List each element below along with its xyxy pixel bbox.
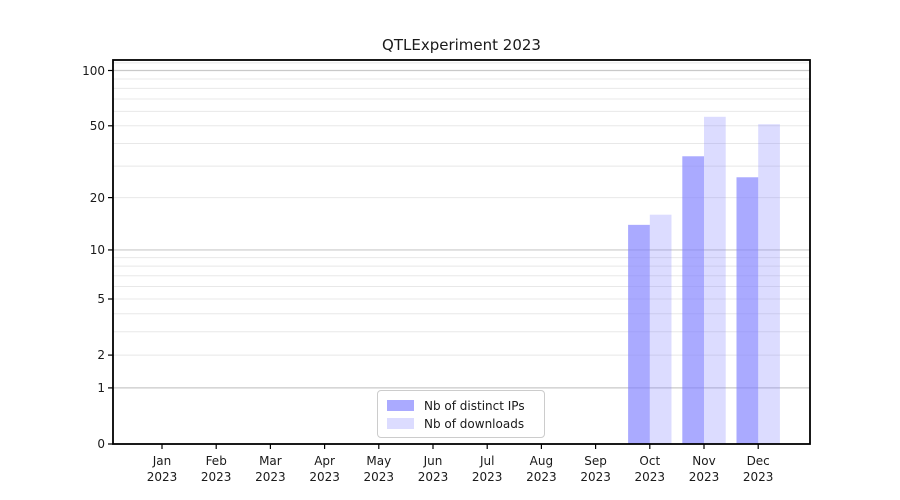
bar-downloads-oct [649, 214, 672, 444]
legend-item-distinct-ips: Nb of distinct IPs [387, 398, 535, 413]
legend: Nb of distinct IPs Nb of downloads [377, 390, 545, 438]
bar-distinct-ips-nov [682, 156, 704, 445]
x-tick-label-dec: Dec 2023 [742, 454, 774, 484]
x-tick-label-oct: Oct 2023 [634, 454, 666, 484]
x-tick-label-aug: Aug 2023 [526, 454, 557, 484]
legend-swatch-downloads-icon [387, 418, 414, 429]
x-tick-label-jan: Jan 2023 [146, 454, 178, 484]
x-tick-label-may: May 2023 [363, 454, 395, 484]
y-tick-label: 50 [89, 118, 105, 133]
x-tick-label-jun: Jun 2023 [417, 454, 449, 484]
bar-downloads-nov [704, 116, 726, 445]
y-tick-label: 2 [97, 348, 105, 363]
x-tick-label-nov: Nov 2023 [688, 454, 720, 484]
legend-item-downloads: Nb of downloads [387, 416, 535, 431]
legend-label-downloads: Nb of downloads [424, 416, 525, 431]
x-tick-label-jul: Jul 2023 [471, 454, 503, 484]
chart-title: QTLExperiment 2023 [382, 36, 541, 54]
y-tick-label: 10 [89, 242, 105, 257]
y-tick-label: 1 [97, 380, 105, 395]
y-tick-label: 20 [89, 190, 105, 205]
legend-swatch-distinct-ips-icon [387, 400, 414, 411]
y-tick-label: 0 [97, 437, 105, 451]
x-tick-label-sep: Sep 2023 [580, 454, 611, 484]
x-tick-label-mar: Mar 2023 [255, 454, 286, 484]
bar-distinct-ips-oct [628, 224, 650, 444]
y-tick-label: 5 [97, 291, 105, 306]
legend-label-distinct-ips: Nb of distinct IPs [424, 398, 525, 413]
axes-frame [112, 59, 811, 445]
bar-downloads-dec [758, 124, 780, 445]
y-tick-label: 100 [82, 63, 105, 78]
x-tick-label-feb: Feb 2023 [200, 454, 232, 484]
bar-distinct-ips-dec [736, 177, 759, 445]
x-tick-label-apr: Apr 2023 [309, 454, 340, 484]
